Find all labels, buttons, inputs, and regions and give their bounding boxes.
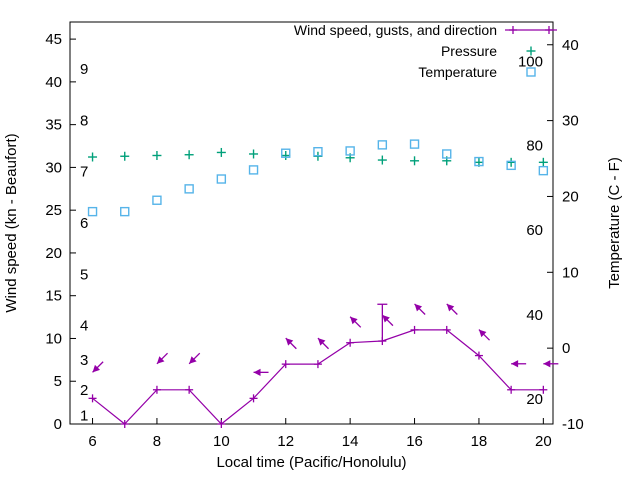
legend-label: Temperature	[418, 64, 497, 80]
y-tick-label: 40	[45, 74, 62, 91]
y2-tick-label: 40	[562, 37, 579, 54]
temperature-marker	[281, 148, 291, 158]
beaufort-label: 3	[80, 352, 88, 369]
y-tick-label: 35	[45, 117, 62, 134]
temperature-marker	[345, 146, 355, 156]
wind-speed-line	[92, 329, 544, 425]
wind-direction-arrowhead	[478, 329, 487, 338]
temperature-marker	[87, 206, 98, 217]
beaufort-label: 7	[80, 164, 88, 181]
x-tick-label: 18	[471, 433, 488, 450]
temperature-marker	[442, 149, 452, 159]
temperature-marker	[248, 165, 259, 175]
wind-direction-arrowhead	[92, 364, 101, 373]
beaufort-label: 4	[80, 318, 88, 335]
wind-direction-arrowhead	[189, 356, 197, 364]
beaufort-label: 9	[80, 61, 88, 78]
temperature-marker	[377, 140, 388, 150]
temperature-marker	[184, 184, 194, 194]
x-tick-label: 10	[213, 433, 230, 450]
fahrenheit-label: 60	[526, 222, 543, 239]
x-tick-label: 8	[153, 433, 161, 450]
beaufort-label: 8	[80, 112, 88, 129]
y-tick-label: 30	[45, 159, 62, 176]
wind-direction-arrowhead	[446, 303, 455, 312]
beaufort-label: 2	[80, 382, 88, 399]
fahrenheit-label: 80	[526, 138, 543, 155]
wind-direction-arrowhead	[317, 338, 326, 346]
y2-tick-label: 30	[562, 113, 579, 130]
x-tick-label: 20	[535, 433, 552, 450]
x-tick-label: 12	[277, 433, 294, 450]
legend-label: Wind speed, gusts, and direction	[294, 22, 497, 38]
wind-direction-arrowhead	[285, 338, 294, 346]
wind-direction-arrowhead	[543, 360, 551, 368]
wind-direction-arrowhead	[156, 356, 165, 364]
wind-direction-arrowhead	[414, 303, 423, 312]
x-tick-label: 6	[88, 433, 96, 450]
beaufort-label: 1	[80, 407, 88, 424]
fahrenheit-label: 40	[526, 307, 543, 324]
legend-temperature-marker	[526, 67, 536, 77]
y-tick-label: 45	[45, 31, 62, 48]
y-tick-label: 10	[45, 330, 62, 347]
legend-label: Pressure	[441, 43, 497, 59]
x-tick-label: 16	[406, 433, 423, 450]
temperature-marker	[216, 174, 227, 184]
temperature-marker	[152, 195, 162, 205]
x-axis-title: Local time (Pacific/Honolulu)	[216, 454, 406, 471]
temperature-marker	[538, 165, 549, 176]
y-tick-label: 25	[45, 202, 62, 219]
wind-direction-arrowhead	[511, 360, 519, 368]
y2-tick-label: 0	[562, 340, 570, 357]
y-tick-label: 0	[54, 416, 62, 433]
temperature-marker	[506, 160, 516, 171]
fahrenheit-label: 100	[518, 53, 543, 70]
y-axis-title: Wind speed (kn - Beaufort)	[3, 133, 20, 312]
y-tick-label: 20	[45, 245, 62, 262]
temperature-marker	[120, 206, 130, 217]
temperature-marker	[409, 139, 420, 149]
y2-tick-label: -10	[562, 416, 584, 433]
y2-tick-label: 10	[562, 264, 579, 281]
y2-axis-title: Temperature (C - F)	[606, 157, 623, 289]
beaufort-label: 6	[80, 215, 88, 232]
temperature-marker	[313, 147, 323, 157]
temperature-marker	[474, 156, 484, 167]
wind-direction-arrowhead	[253, 368, 261, 376]
plot-frame	[69, 21, 554, 425]
x-tick-label: 14	[342, 433, 359, 450]
beaufort-label: 5	[80, 266, 88, 283]
y-tick-label: 15	[45, 288, 62, 305]
fahrenheit-label: 20	[526, 391, 543, 408]
y-tick-label: 5	[54, 373, 62, 390]
y2-tick-label: 20	[562, 188, 579, 205]
wind-direction-arrowhead	[382, 315, 390, 323]
wind-direction-arrowhead	[350, 316, 358, 325]
